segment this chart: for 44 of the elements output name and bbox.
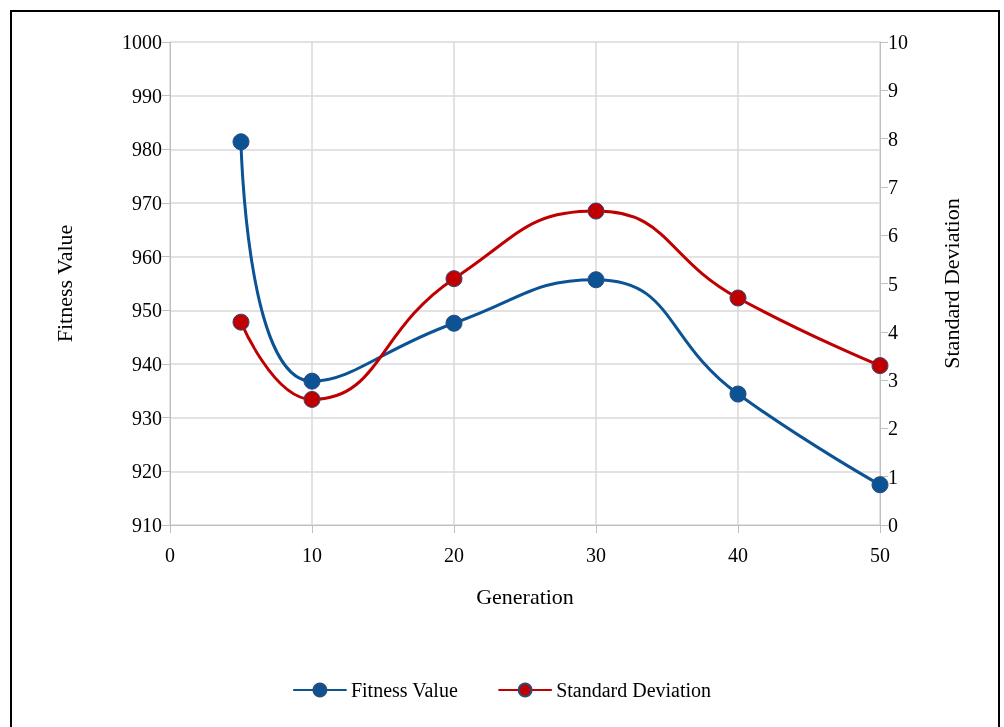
point bbox=[729, 385, 747, 403]
y-axis-title: Fitness Value bbox=[51, 224, 77, 343]
y-tick-label: 1000 bbox=[122, 31, 162, 53]
legend-label: Standard Deviation bbox=[556, 679, 712, 701]
y2-tick-label: 5 bbox=[888, 272, 898, 295]
x-tick-label: 10 bbox=[302, 544, 322, 566]
y2-tick-label: 9 bbox=[888, 79, 898, 102]
x-axis-title: Generation bbox=[476, 583, 574, 609]
point bbox=[587, 271, 605, 289]
y-tick-label: 960 bbox=[132, 245, 162, 268]
x-tick-label: 50 bbox=[870, 544, 890, 566]
y-tick-label: 930 bbox=[132, 406, 162, 429]
y2-tick-label: 0 bbox=[888, 514, 898, 536]
y-tick-label: 950 bbox=[132, 299, 162, 322]
point bbox=[303, 372, 321, 390]
x-tick-label: 0 bbox=[165, 544, 175, 566]
legend-label: Fitness Value bbox=[350, 679, 458, 701]
y-tick-label: 980 bbox=[132, 138, 162, 161]
y2-tick-label: 3 bbox=[888, 369, 898, 392]
point bbox=[587, 202, 605, 220]
y-tick-label: 940 bbox=[132, 353, 162, 375]
y-tick-label: 970 bbox=[132, 192, 162, 214]
point bbox=[445, 270, 463, 288]
x-tick-label: 30 bbox=[586, 544, 606, 566]
y2-tick-label: 1 bbox=[888, 465, 898, 488]
y-tick-label: 920 bbox=[132, 460, 162, 483]
point bbox=[303, 390, 321, 408]
y2-tick-label: 2 bbox=[888, 417, 898, 440]
x-tick-label: 40 bbox=[728, 544, 748, 566]
y2-tick-label: 8 bbox=[888, 127, 898, 150]
point bbox=[871, 357, 889, 375]
y-tick-label: 910 bbox=[132, 514, 162, 536]
point bbox=[445, 314, 463, 332]
y2-tick-label: 7 bbox=[888, 175, 898, 198]
point bbox=[232, 133, 250, 151]
y2-tick-label: 10 bbox=[888, 31, 908, 53]
x-tick-label: 20 bbox=[444, 544, 464, 566]
y-tick-label: 990 bbox=[132, 84, 162, 107]
y2-axis-title: Standard Deviation bbox=[938, 198, 964, 369]
point bbox=[871, 476, 889, 494]
point bbox=[729, 289, 747, 307]
y2-tick-label: 6 bbox=[888, 224, 898, 247]
y2-tick-label: 4 bbox=[888, 320, 898, 343]
point bbox=[232, 313, 250, 331]
